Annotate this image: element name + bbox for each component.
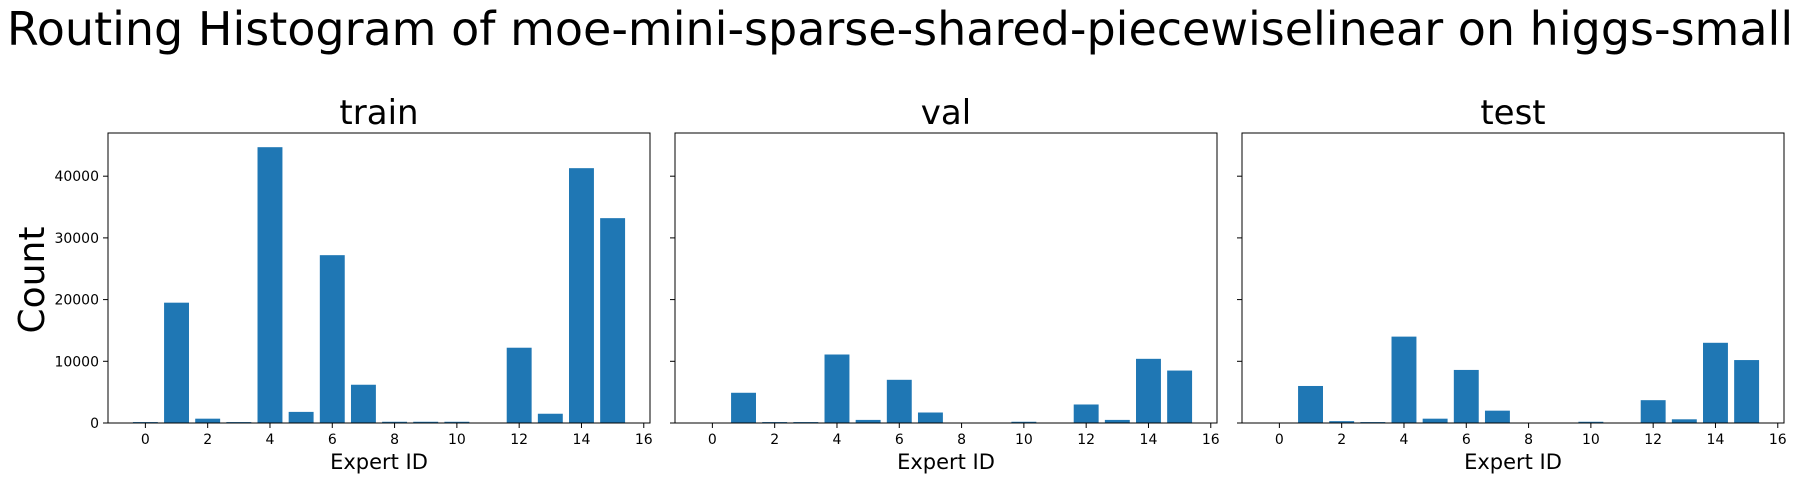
bar-test-expert-15 bbox=[1734, 360, 1760, 423]
bar-val-expert-4 bbox=[824, 354, 850, 423]
bar-val-expert-6 bbox=[886, 379, 912, 423]
x-tick-label: 12 bbox=[1077, 432, 1095, 448]
x-tick-label: 2 bbox=[203, 432, 212, 448]
bar-test-expert-14 bbox=[1703, 342, 1728, 423]
bar-test-expert-12 bbox=[1640, 400, 1666, 423]
bar-val-expert-7 bbox=[917, 412, 943, 423]
x-tick-label: 6 bbox=[328, 432, 337, 448]
bar-train-expert-10 bbox=[444, 421, 470, 423]
x-tick-label: 12 bbox=[510, 432, 528, 448]
x-tick-label: 2 bbox=[770, 432, 779, 448]
subplot-val: 0 2 4 6 8 10 12 14 16 val Expert ID bbox=[670, 93, 1220, 474]
x-tick-label: 14 bbox=[1140, 432, 1158, 448]
x-tick-label: 8 bbox=[957, 432, 966, 448]
bar-train-expert-8 bbox=[382, 421, 408, 423]
bar-train-expert-15 bbox=[600, 218, 626, 423]
figure-title: Routing Histogram of moe-mini-sparse-sha… bbox=[7, 2, 1793, 56]
x-tick-label: 12 bbox=[1644, 432, 1662, 448]
bar-val-expert-12 bbox=[1073, 404, 1099, 423]
x-tick-label: 2 bbox=[1337, 432, 1346, 448]
bar-test-expert-7 bbox=[1484, 410, 1510, 423]
axes-frame bbox=[107, 132, 651, 424]
bar-test-expert-10 bbox=[1578, 421, 1604, 423]
bar-val-expert-1 bbox=[731, 392, 756, 423]
bar-val-expert-14 bbox=[1136, 358, 1161, 423]
bar-val-expert-5 bbox=[855, 419, 881, 423]
x-tick-label: 16 bbox=[1202, 432, 1220, 448]
bar-test-expert-2 bbox=[1329, 421, 1355, 423]
x-axis-label: Expert ID bbox=[330, 450, 428, 474]
axes-frame bbox=[674, 132, 1218, 424]
bar-train-expert-1 bbox=[164, 302, 189, 423]
bar-val-expert-13 bbox=[1104, 419, 1130, 423]
bar-test-expert-5 bbox=[1422, 418, 1448, 423]
bar-train-expert-14 bbox=[569, 168, 594, 423]
x-axis-label: Expert ID bbox=[1464, 450, 1562, 474]
subplot-train: 0 2 4 6 8 10 12 14 16 0 10000 20000 30000 40000 train E… bbox=[54, 93, 652, 474]
x-tick-label: 0 bbox=[141, 432, 150, 448]
x-tick-label: 14 bbox=[1707, 432, 1725, 448]
x-tick-label: 4 bbox=[266, 432, 275, 448]
bar-test-expert-4 bbox=[1391, 336, 1417, 423]
bar-train-expert-2 bbox=[195, 418, 221, 423]
x-tick-label: 16 bbox=[635, 432, 653, 448]
bar-train-expert-4 bbox=[257, 147, 283, 423]
subplot-title: test bbox=[1480, 93, 1545, 133]
x-tick-label: 0 bbox=[708, 432, 717, 448]
bar-train-expert-13 bbox=[537, 413, 563, 423]
bar-train-expert-9 bbox=[413, 421, 439, 423]
x-tick-label: 14 bbox=[573, 432, 591, 448]
x-tick-label: 16 bbox=[1769, 432, 1787, 448]
x-tick-label: 4 bbox=[833, 432, 842, 448]
subplots: 0 2 4 6 8 10 12 14 16 0 10000 20000 30000 40000 train E… bbox=[54, 93, 1786, 474]
x-tick-label: 10 bbox=[1015, 432, 1033, 448]
bar-train-expert-5 bbox=[288, 411, 314, 423]
x-axis-label: Expert ID bbox=[897, 450, 995, 474]
y-tick-label: 0 bbox=[90, 416, 99, 432]
subplot-title: train bbox=[339, 93, 418, 133]
y-tick-label: 10000 bbox=[54, 354, 99, 370]
bar-val-expert-10 bbox=[1011, 421, 1037, 423]
bar-train-expert-6 bbox=[319, 255, 345, 423]
bar-val-expert-15 bbox=[1167, 370, 1193, 423]
y-axis-label: Count bbox=[12, 227, 53, 334]
x-tick-label: 6 bbox=[1462, 432, 1471, 448]
y-tick-label: 20000 bbox=[54, 293, 99, 309]
x-tick-label: 4 bbox=[1400, 432, 1409, 448]
bar-test-expert-6 bbox=[1453, 369, 1479, 423]
y-tick-label: 40000 bbox=[54, 169, 99, 185]
bar-train-expert-7 bbox=[350, 384, 376, 423]
y-tick-label: 30000 bbox=[54, 231, 99, 247]
subplot-test: 0 2 4 6 8 10 12 14 16 test Expert ID bbox=[1237, 93, 1787, 474]
x-tick-label: 8 bbox=[390, 432, 399, 448]
x-tick-label: 6 bbox=[895, 432, 904, 448]
bar-test-expert-1 bbox=[1298, 385, 1323, 423]
bar-test-expert-13 bbox=[1671, 419, 1697, 423]
bar-train-expert-12 bbox=[506, 347, 532, 423]
x-tick-label: 10 bbox=[448, 432, 466, 448]
x-tick-label: 8 bbox=[1524, 432, 1533, 448]
x-tick-label: 10 bbox=[1582, 432, 1600, 448]
subplot-title: val bbox=[921, 93, 971, 133]
x-tick-label: 0 bbox=[1275, 432, 1284, 448]
axes-frame bbox=[1241, 132, 1785, 424]
